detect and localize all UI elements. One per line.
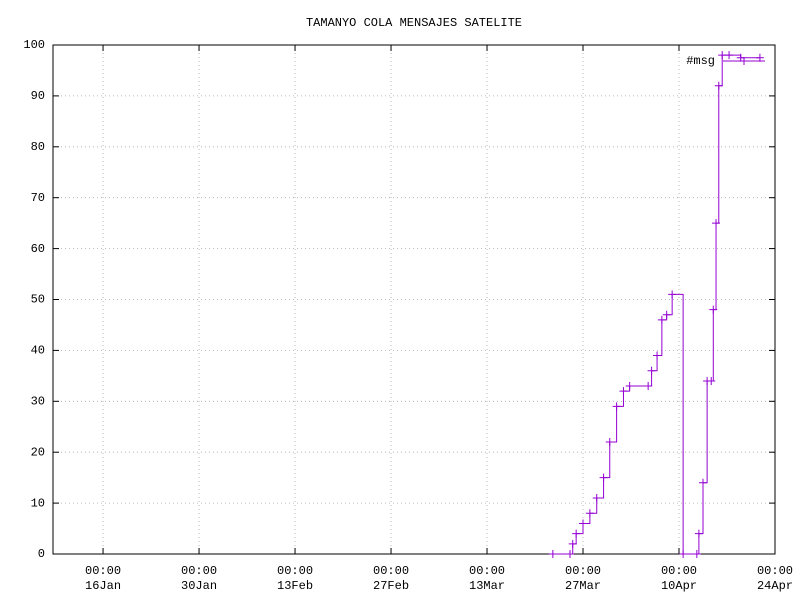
x-tick-label: 13Mar [469, 579, 505, 593]
data-point [599, 473, 608, 482]
x-tick-label: 27Feb [373, 579, 409, 593]
data-point [699, 478, 708, 487]
data-point [707, 376, 716, 385]
data-point [694, 529, 703, 538]
data-line [552, 54, 760, 555]
x-tick-label: 30Jan [181, 579, 217, 593]
data-point [725, 51, 734, 60]
legend-label: #msg [686, 54, 715, 68]
data-point [718, 51, 727, 60]
y-tick-label: 90 [31, 89, 45, 103]
data-point [647, 366, 656, 375]
data-point [605, 438, 614, 447]
data-point [755, 53, 764, 62]
x-tick-label: 10Apr [661, 579, 697, 593]
data-point [568, 539, 577, 548]
data-point [579, 519, 588, 528]
x-tick-label: 00:00 [85, 564, 121, 578]
data-point [565, 550, 574, 558]
data-point [714, 81, 723, 90]
x-tick-label: 27Mar [565, 579, 601, 593]
y-tick-label: 0 [38, 547, 45, 561]
y-tick-label: 70 [31, 191, 45, 205]
data-point [657, 315, 666, 324]
x-tick-label: 16Jan [85, 579, 121, 593]
chart-title: TAMANYO COLA MENSAJES SATELITE [306, 16, 522, 30]
data-point [548, 550, 557, 558]
data-point [619, 387, 628, 396]
data-point [592, 494, 601, 503]
data-point [692, 550, 701, 558]
y-tick-label: 40 [31, 344, 45, 358]
y-tick-label: 10 [31, 496, 45, 510]
data-point [572, 529, 581, 538]
x-tick-label: 00:00 [757, 564, 793, 578]
y-tick-label: 30 [31, 394, 45, 408]
x-tick-label: 00:00 [661, 564, 697, 578]
y-tick-label: 100 [23, 38, 45, 52]
data-point [712, 219, 721, 228]
data-point [736, 53, 745, 62]
y-tick-label: 20 [31, 445, 45, 459]
y-tick-label: 50 [31, 293, 45, 307]
x-tick-label: 00:00 [565, 564, 601, 578]
data-point [625, 382, 634, 391]
y-tick-label: 60 [31, 242, 45, 256]
legend-swatch [740, 57, 748, 65]
data-point [585, 509, 594, 518]
x-tick-label: 00:00 [373, 564, 409, 578]
x-tick-label: 00:00 [277, 564, 313, 578]
x-tick-label: 00:00 [181, 564, 217, 578]
data-point [709, 305, 718, 314]
data-point [612, 402, 621, 411]
x-tick-label: 13Feb [277, 579, 313, 593]
x-tick-label: 24Apr [757, 579, 793, 593]
data-point [679, 550, 688, 558]
data-point [668, 290, 677, 299]
data-point [662, 310, 671, 319]
y-tick-label: 80 [31, 140, 45, 154]
data-point [653, 351, 662, 360]
data-point [644, 382, 653, 391]
x-tick-label: 00:00 [469, 564, 505, 578]
